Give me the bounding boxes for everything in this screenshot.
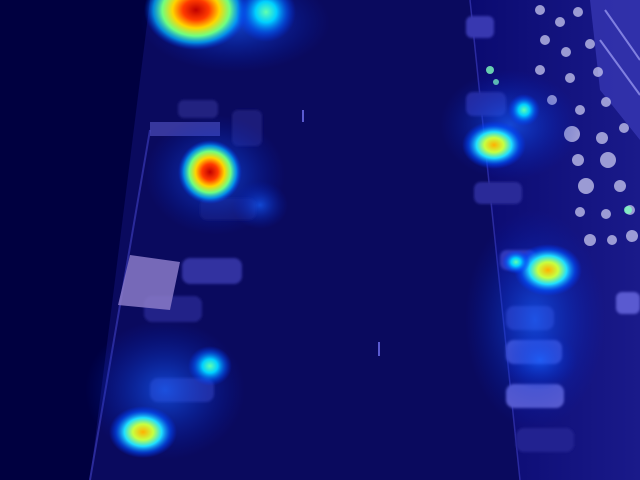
car: [474, 182, 522, 204]
hotspot-right-car: [502, 250, 530, 274]
hotspot-bottom-left: [109, 406, 177, 458]
car: [616, 292, 640, 314]
hotspot-right-small: [508, 94, 540, 126]
hotspot-top-right: [236, 0, 296, 42]
heatmap-hotspots: [109, 0, 582, 458]
lane-mark: [302, 110, 304, 122]
hotspot-right-1: [462, 121, 526, 169]
car: [182, 258, 242, 284]
hotspot-top: [144, 0, 248, 50]
lane-mark: [378, 342, 380, 356]
hotspot-left-lower: [188, 346, 232, 386]
car: [516, 428, 574, 452]
car: [178, 100, 218, 118]
car: [466, 16, 494, 38]
hotspot-right-2: [514, 244, 582, 296]
lit-storefront: [118, 255, 180, 310]
building-facade: [590, 0, 640, 140]
cafe-tables: [535, 5, 638, 246]
hotspot-left-street: [178, 140, 242, 204]
